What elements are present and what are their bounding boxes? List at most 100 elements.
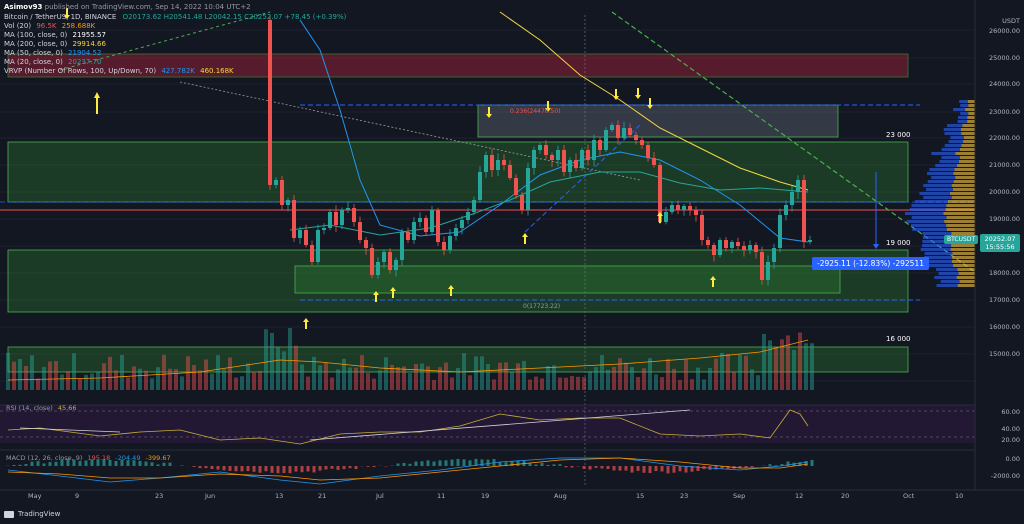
volume-bar	[294, 345, 298, 390]
vrvp-bar-down	[967, 120, 975, 123]
volume-bar	[324, 362, 328, 390]
indicator-ma100[interactable]: MA (100, close, 0) 21955.57	[4, 31, 106, 40]
volume-bar	[516, 363, 520, 390]
date-tick: 23	[155, 492, 164, 500]
macd-value: 195.18	[87, 454, 111, 462]
macd-bar	[600, 466, 604, 469]
vrvp-bar-down	[951, 244, 975, 247]
vrvp-bar-down	[959, 148, 975, 151]
rsi-value: 45.66	[57, 404, 77, 412]
vrvp-bar-up	[919, 192, 950, 195]
volume-bar	[396, 367, 400, 390]
macd-bar	[510, 460, 514, 466]
volume-bar	[42, 366, 46, 390]
candle-body	[454, 228, 458, 236]
vrvp-bar-down	[952, 256, 975, 259]
measure-tooltip: -2925.11 (-12.83%) -292511	[812, 257, 929, 270]
vrvp-bar-up	[957, 120, 968, 123]
indicator-label: VRVP (Number Of Rows, 100, Up/Down, 70)	[4, 67, 157, 75]
volume-bar	[360, 355, 364, 390]
candle-body	[478, 172, 482, 200]
arrow-up-icon	[522, 233, 528, 244]
candle-body	[304, 230, 308, 245]
indicator-ma20[interactable]: MA (20, close, 0) 20237.70	[4, 58, 101, 67]
candle-body	[520, 195, 524, 210]
macd-bar	[162, 462, 166, 466]
candle-body	[502, 160, 506, 165]
vrvp-bar-up	[924, 252, 953, 255]
vrvp-bar-up	[911, 216, 947, 219]
vrvp-bar-down	[945, 208, 975, 211]
vrvp-bar-down	[952, 188, 975, 191]
arrow-down-icon	[486, 107, 492, 118]
zone-19000	[7, 249, 909, 313]
volume-bar	[474, 356, 478, 390]
volume-bar	[624, 362, 628, 390]
candle-body	[364, 240, 368, 248]
arrow-down-icon	[64, 8, 70, 19]
vrvp-bar-up	[936, 268, 958, 271]
macd-bar	[192, 466, 196, 467]
volume-bar	[90, 373, 94, 390]
candle-body	[538, 145, 542, 150]
indicator-vrvp[interactable]: VRVP (Number Of Rows, 100, Up/Down, 70) …	[4, 67, 234, 76]
zone-label-19000: 19 000	[886, 239, 911, 247]
volume-bar	[786, 335, 790, 390]
macd-bar	[540, 462, 544, 466]
volume-bar	[792, 349, 796, 390]
volume-bar	[456, 367, 460, 390]
indicator-ma200[interactable]: MA (200, close, 0) 29914.66	[4, 40, 106, 49]
macd-bar	[108, 460, 112, 466]
volume-bar	[690, 379, 694, 390]
symbol-title[interactable]: Bitcoin / TetherUS, 1D, BINANCE	[4, 13, 117, 21]
indicator-vol[interactable]: Vol (20) 96.5K 258.688K	[4, 22, 95, 31]
rsi-header[interactable]: RSI (14, close) 45.66	[6, 404, 77, 412]
macd-bar	[72, 459, 76, 466]
candle-body	[532, 150, 536, 168]
macd-bar	[96, 459, 100, 466]
macd-bar	[270, 466, 274, 473]
candle-body	[778, 215, 782, 248]
vrvp-bar-up	[922, 232, 952, 235]
vrvp-bar-up	[906, 220, 945, 223]
candle-body	[562, 150, 566, 172]
vrvp-bar-down	[955, 152, 975, 155]
vrvp-bar-up	[943, 128, 961, 131]
macd-signal	[7, 457, 809, 481]
volume-bar	[354, 367, 358, 390]
candle-body	[358, 222, 362, 240]
vrvp-bar-up	[953, 108, 966, 111]
macd-header[interactable]: MACD (12, 26, close, 9) 195.18 -204.49 -…	[6, 454, 171, 462]
indicator-value: 460.168K	[200, 67, 234, 75]
price-tick: 24000.00	[988, 80, 1020, 88]
macd-bar	[720, 466, 724, 469]
candle-body	[730, 242, 734, 248]
macd-bar	[714, 466, 718, 470]
price-tick: 22000.00	[988, 134, 1020, 142]
indicator-ma50[interactable]: MA (50, close, 0) 21904.52	[4, 49, 101, 58]
volume-bar	[714, 358, 718, 390]
volume-bar	[210, 373, 214, 390]
volume-bar	[138, 368, 142, 390]
vrvp-bar-down	[962, 124, 975, 127]
candle-body	[772, 248, 776, 262]
price-tick: 23000.00	[988, 108, 1020, 116]
vrvp-bar-down	[963, 136, 975, 139]
indicator-value: 21904.52	[68, 49, 102, 57]
vrvp-bar-up	[931, 152, 956, 155]
volume-bar	[420, 363, 424, 390]
vrvp-bar-down	[953, 180, 975, 183]
volume-bar	[48, 361, 52, 390]
macd-bar	[150, 462, 154, 466]
candle-body	[604, 130, 608, 150]
volume-bar	[498, 362, 502, 390]
date-tick: 21	[318, 492, 327, 500]
volume-bar	[684, 359, 688, 390]
macd-bar	[438, 460, 442, 466]
macd-bar	[738, 466, 742, 469]
macd-bar	[144, 461, 148, 466]
macd-bar	[588, 466, 592, 470]
indicator-value: 29914.66	[72, 40, 106, 48]
candle-body	[550, 155, 554, 160]
candle-body	[706, 240, 710, 245]
